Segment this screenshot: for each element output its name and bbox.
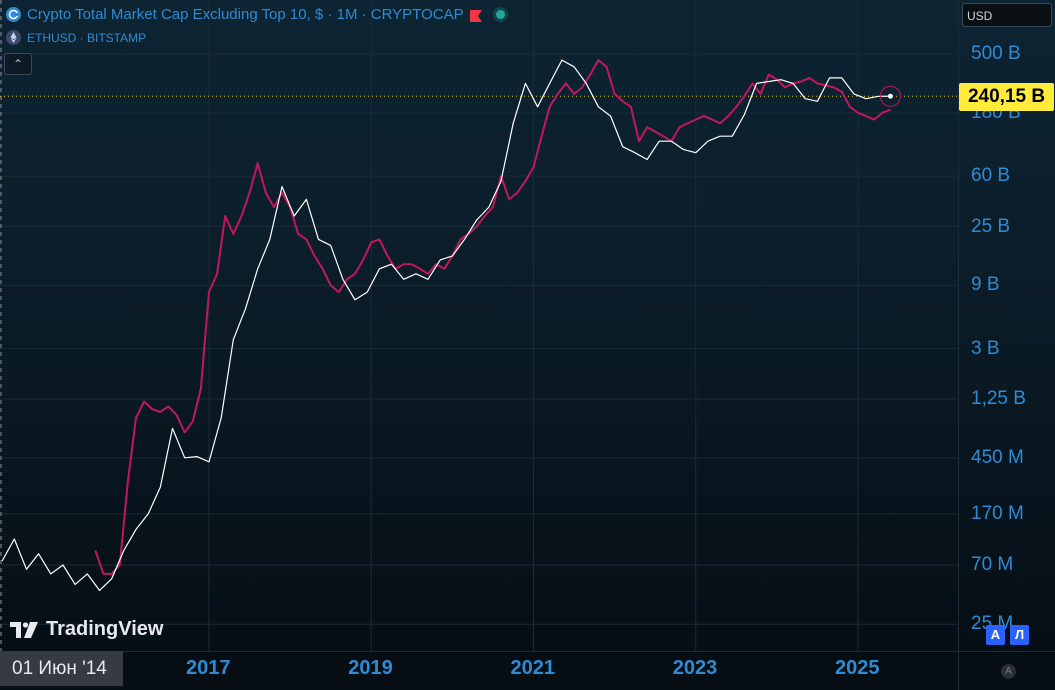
plot-area[interactable] xyxy=(0,0,958,651)
ethereum-icon xyxy=(6,30,21,45)
y-tick-label: 9 B xyxy=(971,274,1000,296)
y-tick-label: 500 B xyxy=(971,43,1021,64)
crosshair-date-label: 01 Июн '14 xyxy=(0,651,123,686)
y-tick-label: 450 M xyxy=(971,446,1024,468)
cryptocap-icon xyxy=(6,7,21,22)
series-line-ethusd[interactable] xyxy=(94,59,891,575)
chevron-up-icon: ⌃ xyxy=(12,57,24,71)
auto-scale-icon[interactable]: A xyxy=(1001,664,1016,679)
x-tick-label: 2019 xyxy=(348,657,393,679)
y-tick-label: 1,25 B xyxy=(971,388,1026,410)
scale-corner xyxy=(958,651,1055,690)
legend-main-title[interactable]: Crypto Total Market Cap Excluding Top 10… xyxy=(27,6,464,23)
log-scale-button[interactable]: Л xyxy=(1010,625,1029,645)
y-tick-label: 3 B xyxy=(971,337,1000,359)
x-tick-label: 2021 xyxy=(510,657,556,679)
time-scale[interactable] xyxy=(0,651,958,690)
x-tick-label: 2017 xyxy=(186,657,231,679)
y-tick-label: 70 M xyxy=(971,554,1014,575)
tradingview-logo[interactable]: TradingView xyxy=(10,618,163,641)
chart-svg xyxy=(0,0,958,651)
y-tick-label: 170 M xyxy=(971,502,1024,524)
x-tick-label: 2025 xyxy=(835,657,880,679)
legend-main[interactable]: Crypto Total Market Cap Excluding Top 10… xyxy=(6,6,505,23)
y-tick-label: 60 B xyxy=(971,165,1011,187)
last-point-marker[interactable] xyxy=(887,93,893,99)
x-tick-label: 2023 xyxy=(672,657,718,679)
last-point-ring xyxy=(879,85,901,107)
tradingview-logo-icon xyxy=(10,621,38,638)
collapse-legend-button[interactable]: ⌃ xyxy=(4,53,32,75)
flag-icon[interactable] xyxy=(469,9,482,22)
y-tick-label: 25 B xyxy=(971,215,1011,237)
logo-text: TradingView xyxy=(46,618,164,640)
currency-selector[interactable]: USD xyxy=(962,3,1052,27)
market-status-icon[interactable] xyxy=(495,10,505,19)
legend-compare[interactable]: ETHUSD · BITSTAMP xyxy=(6,30,146,45)
legend-compare-symbol[interactable]: ETHUSD · BITSTAMP xyxy=(27,30,147,45)
last-price-label: 240,15 B xyxy=(959,83,1054,111)
series-line-main[interactable] xyxy=(1,59,891,592)
auto-scale-button[interactable]: А xyxy=(986,625,1005,645)
